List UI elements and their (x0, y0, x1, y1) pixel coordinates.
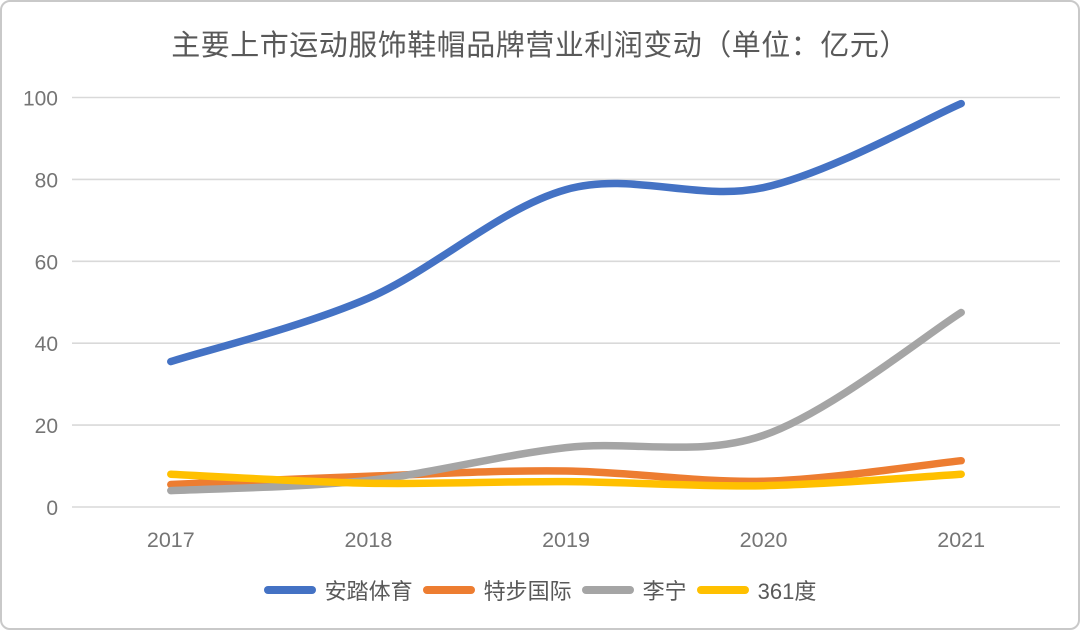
series-line-361度 (167, 470, 965, 490)
legend-item-李宁: 李宁 (581, 574, 687, 606)
y-tick-label-60: 60 (35, 251, 58, 274)
series-line-安踏体育 (167, 99, 965, 366)
legend-swatch-icon (696, 586, 749, 594)
legend-item-特步国际: 特步国际 (422, 574, 572, 606)
y-tick-label-0: 0 (46, 497, 58, 520)
legend-item-361度: 361度 (696, 574, 817, 606)
y-tick-label-80: 80 (35, 169, 58, 192)
x-tick-label-2017: 2017 (147, 528, 195, 552)
legend-label: 安踏体育 (324, 579, 413, 604)
legend-label: 特步国际 (483, 579, 572, 604)
legend-swatch-icon (581, 586, 634, 594)
legend-swatch-icon (422, 586, 475, 594)
x-tick-label-2019: 2019 (542, 528, 590, 552)
chart-legend: 安踏体育 特步国际 李宁 361度 (2, 574, 1078, 606)
legend-label: 361度 (757, 579, 817, 604)
series-line-李宁 (167, 308, 965, 495)
x-tick-label-2021: 2021 (937, 528, 985, 552)
x-tick-label-2020: 2020 (740, 528, 788, 552)
chart-title: 主要上市运动服饰鞋帽品牌营业利润变动（单位：亿元） (171, 30, 909, 62)
legend-item-安踏体育: 安踏体育 (263, 574, 413, 606)
y-tick-label-40: 40 (35, 333, 58, 356)
legend-label: 李宁 (642, 579, 687, 604)
y-tick-label-20: 20 (35, 415, 58, 438)
y-tick-label-100: 100 (23, 88, 58, 111)
x-tick-label-2018: 2018 (344, 528, 392, 552)
legend-swatch-icon (263, 586, 316, 594)
